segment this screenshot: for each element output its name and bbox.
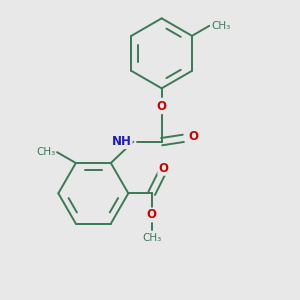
Text: NH: NH <box>112 135 132 148</box>
Text: O: O <box>188 130 198 143</box>
Text: CH₃: CH₃ <box>36 147 56 157</box>
Text: CH₃: CH₃ <box>142 233 161 243</box>
Text: O: O <box>157 100 167 113</box>
Text: O: O <box>158 162 168 175</box>
Text: O: O <box>147 208 157 221</box>
Text: CH₃: CH₃ <box>211 21 230 31</box>
